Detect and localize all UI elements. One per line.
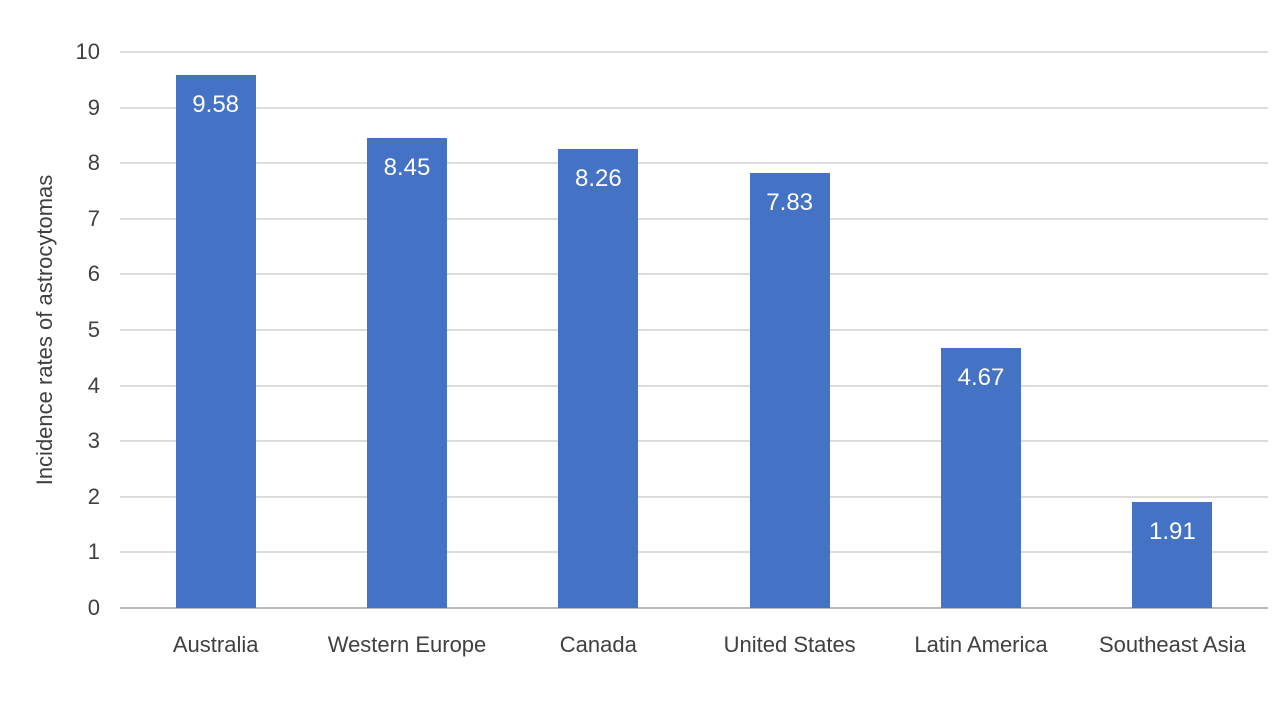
y-tick-label: 5	[87, 317, 100, 342]
y-tick-label: 9	[87, 94, 100, 120]
gridline	[120, 217, 1268, 220]
bar-value-label: 9.58	[192, 91, 240, 119]
bar-value-label: 8.26	[574, 164, 622, 192]
gridline	[120, 273, 1268, 276]
gridline	[120, 51, 1268, 53]
x-tick-label: Australia	[172, 632, 259, 657]
y-tick-label: 1	[87, 539, 100, 565]
bar-latin-america	[941, 348, 1021, 608]
gridline	[120, 440, 1268, 443]
y-tick-label: 2	[87, 483, 100, 509]
bar-value-label: 4.67	[957, 364, 1005, 392]
gridline	[120, 384, 1268, 387]
y-tick-label: 8	[87, 150, 100, 176]
x-tick-label: United States	[723, 632, 856, 657]
x-axis-line	[120, 607, 1268, 609]
bar-southeast-asia	[1132, 501, 1213, 608]
bar-united-states	[749, 172, 830, 608]
bar-canada	[558, 148, 639, 608]
y-tick-label: 10	[75, 39, 100, 64]
bar-western-europe	[367, 138, 447, 608]
gridline	[120, 495, 1268, 498]
bar-value-label: 1.91	[1148, 517, 1196, 545]
gridline	[120, 551, 1268, 554]
y-tick-label: 6	[87, 261, 100, 287]
x-tick-label: Western Europe	[327, 632, 487, 657]
bar-value-label: 8.45	[383, 154, 431, 182]
gridline	[120, 329, 1268, 331]
x-tick-label: Southeast Asia	[1098, 632, 1246, 657]
y-tick-label: 7	[87, 205, 100, 231]
gridline	[120, 106, 1268, 109]
x-tick-label: Canada	[559, 632, 637, 657]
gridline	[120, 162, 1268, 165]
y-tick-label: 0	[87, 595, 100, 620]
bar-value-label: 7.83	[766, 188, 814, 216]
bar-australia	[175, 75, 256, 608]
y-tick-label: 4	[87, 372, 100, 398]
x-tick-label: Latin America	[914, 632, 1048, 657]
y-tick-label: 3	[87, 428, 100, 454]
